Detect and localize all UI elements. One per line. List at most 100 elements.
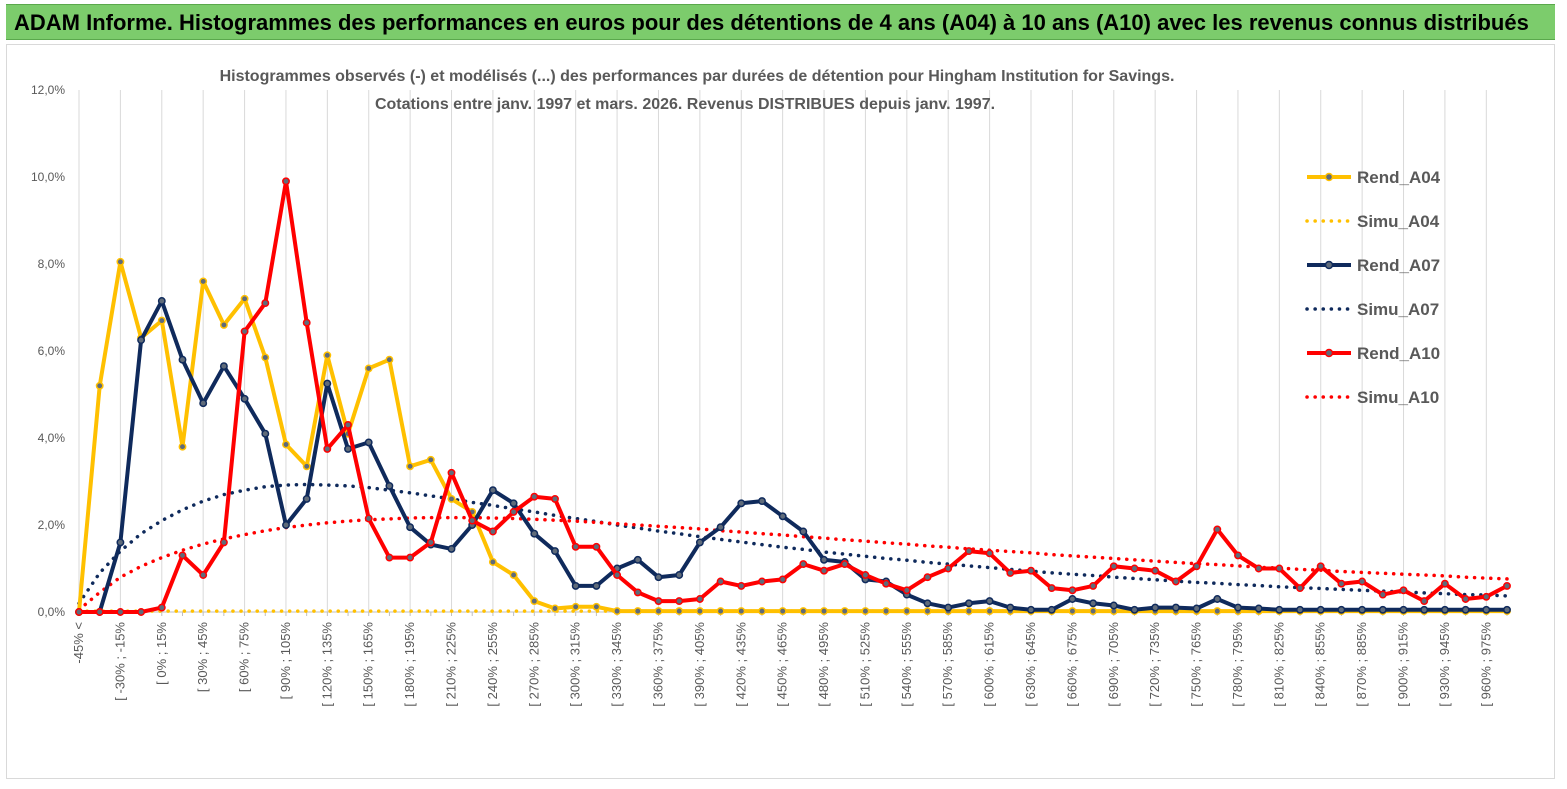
data-point-rend-a10 <box>840 560 849 569</box>
x-tick-label: [ 210% ; 225% <box>444 622 459 707</box>
data-point-rend-a10 <box>1006 568 1015 577</box>
data-point-rend-a10 <box>1234 551 1242 560</box>
data-point-rend-a04 <box>199 277 208 286</box>
x-tick-label: [ 30% ; 45% <box>195 622 210 693</box>
data-point-rend-a10 <box>447 468 456 477</box>
data-point-rend-a04 <box>1068 607 1077 616</box>
x-tick-label: [ 690% ; 705% <box>1106 622 1121 707</box>
data-point-rend-a10 <box>302 318 311 327</box>
data-point-rend-a07 <box>364 438 373 447</box>
y-tick-label: 4,0% <box>38 431 66 445</box>
x-tick-label: [ 810% ; 825% <box>1271 622 1286 707</box>
data-point-rend-a10 <box>385 553 394 562</box>
data-point-rend-a10 <box>944 564 953 573</box>
data-point-rend-a07 <box>447 544 456 553</box>
data-point-rend-a07 <box>344 444 352 453</box>
legend-marker-rend-a07 <box>1324 260 1334 270</box>
data-point-rend-a10 <box>178 551 187 560</box>
x-tick-label: [ 90% ; 105% <box>278 622 293 700</box>
data-point-rend-a07 <box>1027 605 1035 614</box>
data-point-rend-a07 <box>199 399 208 408</box>
data-point-rend-a07 <box>1089 599 1098 608</box>
data-point-rend-a10 <box>861 571 870 579</box>
data-point-rend-a07 <box>1068 595 1077 603</box>
data-point-rend-a10 <box>1420 597 1429 606</box>
data-point-rend-a10 <box>613 571 622 579</box>
chart-title-line1: Histogrammes observés (-) et modélisés (… <box>220 68 1175 85</box>
data-point-rend-a04 <box>219 320 228 329</box>
data-point-rend-a04 <box>1089 607 1098 616</box>
data-point-rend-a10 <box>737 581 746 590</box>
data-point-rend-a04 <box>778 607 787 616</box>
data-point-rend-a10 <box>1296 584 1304 593</box>
data-point-rend-a07 <box>385 481 394 490</box>
data-point-rend-a07 <box>1296 605 1304 614</box>
x-tick-label: [ 420% ; 435% <box>733 622 748 707</box>
data-point-rend-a04 <box>592 602 601 611</box>
data-point-rend-a07 <box>716 523 725 532</box>
data-point-rend-a10 <box>882 579 891 588</box>
data-point-rend-a07 <box>137 336 146 345</box>
x-tick-label: [ 570% ; 585% <box>940 622 955 707</box>
data-point-rend-a10 <box>695 595 704 603</box>
data-point-rend-a10 <box>716 577 725 586</box>
data-point-rend-a10 <box>530 492 539 501</box>
x-tick-label: [ 300% ; 315% <box>568 622 583 707</box>
data-point-rend-a10 <box>1130 564 1139 573</box>
data-point-rend-a10 <box>75 608 83 616</box>
data-point-rend-a10 <box>923 573 932 582</box>
x-tick-label: [ 60% ; 75% <box>237 622 252 693</box>
data-point-rend-a07 <box>116 538 125 547</box>
x-tick-label: [ 720% ; 735% <box>1147 622 1162 707</box>
data-point-rend-a07 <box>530 529 539 538</box>
data-point-rend-a10 <box>116 608 125 616</box>
y-tick-label: 0,0% <box>38 605 66 619</box>
x-tick-label: [ 660% ; 675% <box>1064 622 1079 707</box>
data-point-rend-a04 <box>820 607 828 616</box>
data-point-rend-a07 <box>1151 603 1160 612</box>
data-point-rend-a10 <box>1047 584 1056 593</box>
data-point-rend-a04 <box>157 316 166 325</box>
x-tick-label: [ 510% ; 525% <box>857 622 872 707</box>
data-point-rend-a07 <box>1192 604 1201 613</box>
data-point-rend-a04 <box>964 607 973 616</box>
legend-label-simu-a10: Simu_A10 <box>1357 388 1439 407</box>
data-point-rend-a07 <box>406 523 415 532</box>
data-point-rend-a04 <box>530 597 539 606</box>
data-point-rend-a04 <box>675 607 684 616</box>
data-point-rend-a10 <box>1378 590 1387 599</box>
data-point-rend-a04 <box>385 355 394 364</box>
data-point-rend-a10 <box>1316 562 1325 571</box>
data-point-rend-a07 <box>1316 605 1325 614</box>
data-point-rend-a07 <box>571 581 580 590</box>
data-point-rend-a07 <box>799 527 808 536</box>
y-tick-label: 10,0% <box>31 170 65 184</box>
data-point-rend-a10 <box>592 542 601 551</box>
data-point-rend-a04 <box>840 607 849 616</box>
data-point-rend-a10 <box>551 494 559 503</box>
data-point-rend-a07 <box>964 599 973 608</box>
data-point-rend-a07 <box>282 521 290 529</box>
x-tick-label: [ 150% ; 165% <box>361 622 376 707</box>
data-point-rend-a07 <box>219 362 228 371</box>
data-point-rend-a10 <box>364 514 373 523</box>
data-point-rend-a04 <box>654 607 663 616</box>
data-point-rend-a04 <box>902 607 911 616</box>
legend-label-simu-a04: Simu_A04 <box>1357 212 1440 231</box>
x-tick-label: [ 750% ; 765% <box>1189 622 1204 707</box>
data-point-rend-a04 <box>633 607 642 616</box>
data-point-rend-a07 <box>758 497 766 506</box>
data-point-rend-a10 <box>675 597 684 606</box>
x-tick-label: [ -30% ; -15% <box>112 622 127 701</box>
data-point-rend-a10 <box>1440 579 1449 588</box>
data-point-rend-a10 <box>1109 562 1118 571</box>
data-point-rend-a10 <box>240 327 249 336</box>
data-point-rend-a07 <box>923 599 932 608</box>
data-point-rend-a10 <box>964 547 973 556</box>
data-point-rend-a07 <box>178 355 187 364</box>
data-point-rend-a04 <box>261 353 270 362</box>
data-point-rend-a07 <box>985 597 994 606</box>
data-point-rend-a07 <box>737 499 746 508</box>
data-point-rend-a04 <box>1213 607 1222 616</box>
data-point-rend-a10 <box>261 299 270 308</box>
